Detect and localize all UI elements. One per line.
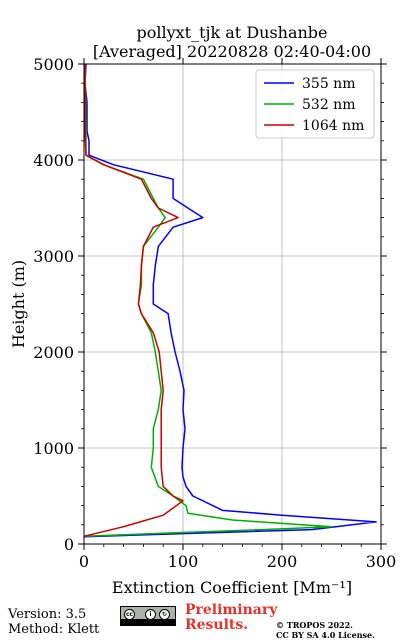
copyright-note: © TROPOS 2022. CC BY SA 4.0 License. (276, 620, 375, 640)
x-tick-label: 100 (168, 552, 199, 571)
x-tick-label: 300 (366, 552, 397, 571)
data-series (83, 63, 377, 538)
legend-label-1064: 1064 nm (302, 118, 364, 134)
preliminary-line1: Preliminary (185, 602, 278, 618)
legend: 355 nm 532 nm 1064 nm (255, 69, 375, 139)
y-tick-label: 5000 (33, 55, 74, 74)
method-text: Method: Klett (8, 622, 100, 637)
chart-title-line1: pollyxt_tjk at Dushanbe (136, 23, 327, 42)
y-tick-label: 2000 (33, 343, 74, 362)
share-alike-icon: ↻ (159, 609, 170, 620)
copyright-line2: CC BY SA 4.0 License. (276, 630, 375, 640)
preliminary-results-note: Preliminary Results. (185, 603, 277, 633)
y-tick-label: 3000 (33, 247, 74, 266)
y-tick-label: 4000 (33, 151, 74, 170)
copyright-line1: © TROPOS 2022. (276, 620, 353, 630)
attribution-icon: i (145, 609, 156, 620)
chart-title-line2: [Averaged] 20220828 02:40-04:00 (93, 42, 371, 61)
y-tick-label: 0 (64, 535, 74, 554)
plot-frame (83, 63, 382, 545)
series-line-532-nm (83, 63, 333, 538)
cc-icon: cc (124, 609, 135, 620)
x-axis-label: Extinction Coefficient [Mm⁻¹] (112, 578, 352, 597)
cc-license-badge[interactable]: cc i ↻ (120, 606, 176, 626)
x-tick-label: 0 (79, 552, 89, 571)
preliminary-line2: Results. (185, 617, 249, 633)
y-tick-label: 1000 (33, 439, 74, 458)
series-line-1064-nm (83, 64, 184, 538)
version-text: Version: 3.5 (8, 607, 87, 622)
y-axis-label: Height (m) (9, 260, 28, 348)
x-tick-label: 200 (267, 552, 298, 571)
series-line-355-nm (83, 63, 377, 538)
legend-label-355: 355 nm (302, 76, 355, 92)
legend-box (255, 69, 375, 139)
legend-label-532: 532 nm (302, 97, 355, 113)
